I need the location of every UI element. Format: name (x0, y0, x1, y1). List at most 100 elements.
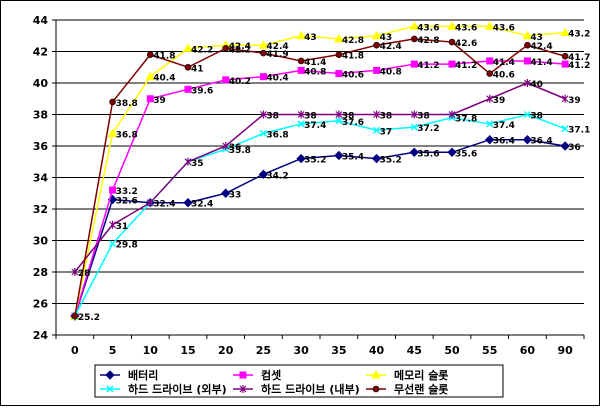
data-point (109, 240, 117, 248)
series-line (74, 138, 566, 317)
data-point (334, 150, 344, 161)
data-point (258, 40, 269, 49)
data-label: 40 (530, 80, 543, 90)
data-point (447, 21, 457, 30)
x-tick-label: 40 (369, 344, 385, 357)
data-point (373, 66, 381, 74)
data-point (146, 95, 154, 103)
data-point (560, 27, 571, 37)
data-label: 42.4 (266, 42, 288, 52)
legend-entry: 메모리 슬롯 (366, 368, 448, 382)
x-tick-label: 5 (109, 344, 117, 357)
data-point (409, 147, 419, 158)
data-point (335, 51, 343, 58)
series (71, 35, 569, 320)
data-point (296, 30, 307, 40)
y-tick-label: 28 (33, 266, 48, 279)
data-label: 42.6 (455, 39, 477, 49)
data-label: 41.2 (455, 61, 477, 71)
data-point (260, 49, 267, 57)
data-label: 36.4 (493, 137, 515, 147)
data-point (335, 110, 343, 119)
data-point (239, 371, 247, 379)
data-label: 41.8 (153, 52, 175, 62)
data-label: 41.4 (530, 58, 552, 68)
y-tick-label: 24 (33, 329, 49, 342)
data-point (183, 197, 193, 208)
y-tick-label: 40 (33, 77, 49, 90)
y-tick-label: 26 (33, 298, 49, 311)
data-label: 39.6 (191, 86, 213, 96)
data-label: 43.6 (493, 23, 515, 33)
data-point (522, 134, 533, 145)
legend-label: 하드 드라이브 (외부) (128, 382, 227, 396)
data-label: 38 (530, 112, 543, 122)
legend-entry: 하드 드라이브 (내부) (233, 382, 360, 396)
data-label: 32.6 (116, 197, 138, 207)
axes: 24 26 28 30 32 34 36 38 40 42 44 0 5 10 15 20 25 30 35 40 45… (33, 14, 585, 357)
data-label: 33 (229, 190, 242, 200)
data-point (258, 169, 269, 180)
data-point (484, 21, 495, 30)
x-tick-label: 90 (557, 344, 573, 357)
data-label: 35.2 (304, 156, 326, 166)
data-label: 36.8 (116, 130, 138, 140)
data-label: 41.9 (266, 50, 288, 60)
data-point (410, 110, 418, 119)
data-point (109, 220, 116, 229)
data-label: 37.8 (455, 115, 477, 125)
data-point (105, 370, 115, 380)
data-point (561, 60, 569, 68)
data-point (259, 73, 267, 81)
data-point (485, 134, 495, 145)
data-point (448, 110, 456, 119)
data-point (486, 94, 494, 103)
series (69, 21, 571, 320)
data-label: 42.8 (417, 36, 439, 46)
data-label: 37.1 (568, 126, 590, 136)
x-tick-label: 10 (143, 344, 159, 357)
data-label: 42.2 (191, 45, 213, 55)
data-label: 40.4 (266, 74, 288, 84)
data-label: 37 (380, 127, 393, 137)
data-point (109, 98, 116, 106)
data-label: 43.6 (417, 23, 439, 33)
data-point (371, 369, 381, 379)
data-point (372, 385, 380, 393)
x-tick-label: 35 (331, 344, 346, 357)
data-point (297, 66, 305, 74)
series (71, 79, 569, 276)
data-label: 39 (568, 96, 581, 106)
data-point (107, 128, 118, 137)
legend-label: 컴셋 (261, 368, 281, 382)
data-label: 38 (266, 112, 279, 122)
legend-entry: 무선랜 슬롯 (366, 382, 448, 396)
data-label: 42.2 (229, 45, 251, 55)
data-point (333, 33, 344, 43)
data-label: 38 (380, 112, 393, 122)
legend-box (94, 364, 504, 398)
data-point (71, 268, 79, 276)
x-tick-label: 45 (407, 344, 422, 357)
y-tick-label: 44 (33, 14, 49, 27)
data-point (448, 60, 456, 68)
data-label: 37.4 (493, 121, 515, 131)
data-label: 35.2 (380, 156, 402, 166)
data-point (373, 41, 380, 49)
legend-label: 메모리 슬롯 (394, 368, 448, 382)
data-point (184, 85, 192, 93)
x-tick-label: 15 (180, 344, 195, 357)
data-label: 35.8 (229, 146, 251, 156)
data-label: 36.4 (530, 137, 552, 147)
data-label: 43 (304, 33, 317, 43)
legend-label: 배터리 (128, 368, 158, 382)
data-label: 35.6 (455, 149, 477, 159)
data-point (146, 51, 154, 58)
data-label: 39 (493, 96, 506, 106)
data-point (109, 186, 117, 194)
data-label: 37.2 (417, 124, 439, 134)
data-point (371, 30, 382, 40)
